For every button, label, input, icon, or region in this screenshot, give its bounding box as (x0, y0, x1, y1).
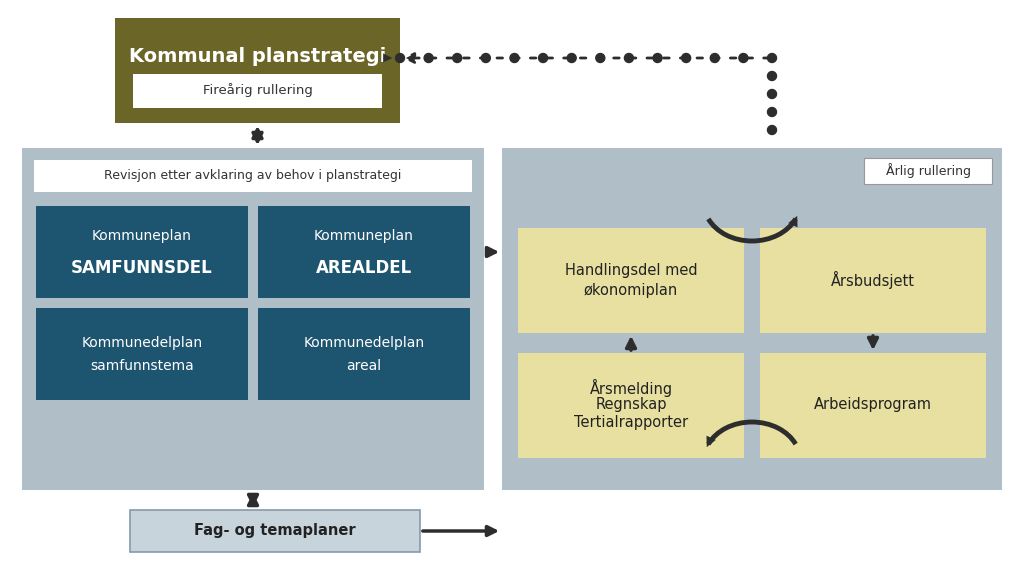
Bar (36, 206, 248, 298)
Bar (518, 353, 744, 458)
Text: Årsmelding: Årsmelding (590, 379, 673, 397)
Circle shape (768, 125, 776, 135)
Bar (36, 308, 248, 400)
Circle shape (510, 54, 519, 62)
Circle shape (768, 89, 776, 99)
Bar (133, 74, 382, 108)
Bar (258, 308, 470, 400)
Text: Tertialrapporter: Tertialrapporter (573, 415, 688, 429)
Bar (115, 18, 400, 123)
Circle shape (768, 72, 776, 81)
Text: Årlig rullering: Årlig rullering (886, 163, 971, 179)
Circle shape (768, 54, 776, 62)
Bar (502, 148, 1002, 490)
Bar (130, 510, 420, 552)
Circle shape (567, 54, 577, 62)
Text: SAMFUNNSDEL: SAMFUNNSDEL (71, 259, 213, 277)
Text: Fag- og temaplaner: Fag- og temaplaner (195, 523, 355, 539)
Circle shape (453, 54, 462, 62)
Circle shape (481, 54, 490, 62)
Circle shape (395, 54, 404, 62)
Circle shape (768, 108, 776, 116)
Text: Kommunal planstrategi: Kommunal planstrategi (129, 46, 386, 65)
Circle shape (539, 54, 548, 62)
Text: Årsbudsjett: Årsbudsjett (831, 271, 915, 289)
Text: samfunnstema: samfunnstema (90, 359, 194, 373)
Text: Kommuneplan: Kommuneplan (92, 229, 191, 243)
Bar (760, 353, 986, 458)
Text: Handlingsdel med: Handlingsdel med (564, 262, 697, 278)
Text: Fireårig rullering: Fireårig rullering (203, 83, 312, 97)
Text: Kommunedelplan: Kommunedelplan (82, 336, 203, 350)
Circle shape (711, 54, 719, 62)
Circle shape (739, 54, 748, 62)
Text: Regnskap: Regnskap (595, 397, 667, 413)
Text: økonomiplan: økonomiplan (584, 282, 678, 298)
Text: areal: areal (346, 359, 382, 373)
Text: Arbeidsprogram: Arbeidsprogram (814, 397, 932, 413)
Bar (258, 206, 470, 298)
Bar (22, 148, 484, 490)
Bar (518, 228, 744, 333)
Text: Kommuneplan: Kommuneplan (314, 229, 414, 243)
Circle shape (625, 54, 634, 62)
Circle shape (682, 54, 690, 62)
Text: Revisjon etter avklaring av behov i planstrategi: Revisjon etter avklaring av behov i plan… (104, 169, 401, 182)
Text: Kommunedelplan: Kommunedelplan (303, 336, 425, 350)
Text: AREALDEL: AREALDEL (315, 259, 412, 277)
Bar (864, 158, 992, 184)
Circle shape (653, 54, 663, 62)
Bar (34, 160, 472, 192)
Circle shape (596, 54, 605, 62)
Bar (760, 228, 986, 333)
Circle shape (424, 54, 433, 62)
